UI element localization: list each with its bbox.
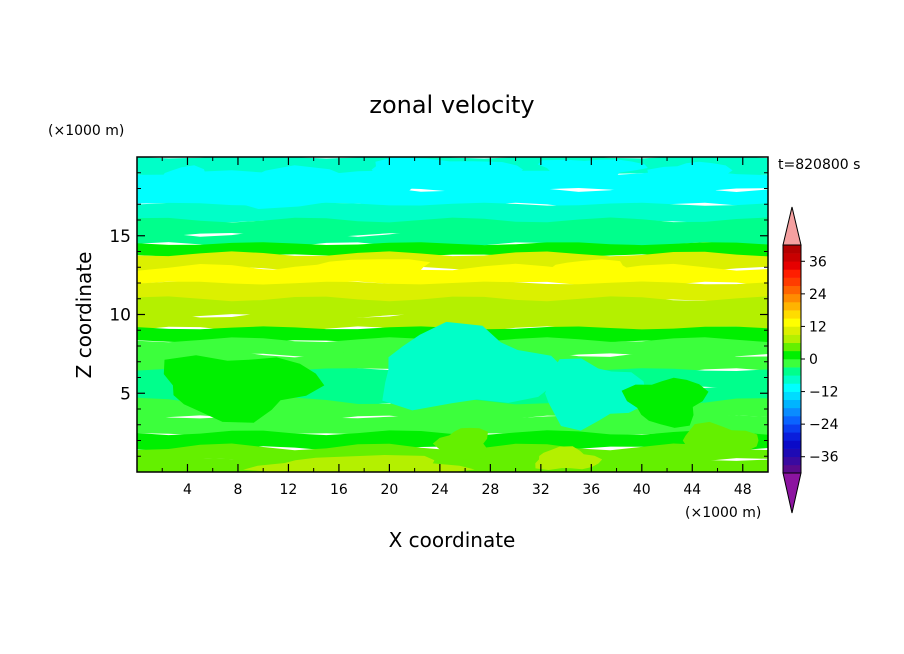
colorbar-swatch (783, 269, 801, 278)
colorbar-swatch (783, 334, 801, 344)
x-tick-label: 36 (582, 482, 600, 498)
x-tick-label: 12 (280, 482, 298, 498)
x-tick-label: 28 (481, 482, 499, 498)
colorbar-tick-label: 0 (809, 352, 818, 368)
contour-patch (235, 165, 412, 209)
colorbar-swatch (783, 293, 801, 303)
colorbar-swatch (783, 407, 801, 417)
colorbar-swatch (783, 359, 801, 368)
x-tick-label: 24 (431, 482, 449, 498)
colorbar-swatch (783, 424, 801, 433)
colorbar-tick-label: 12 (809, 319, 827, 335)
y-tick-label: 10 (109, 306, 131, 326)
contour-patch (682, 421, 759, 458)
colorbar-over-arrow (782, 206, 802, 246)
contour-patch (371, 157, 523, 184)
contour-patch (152, 165, 223, 193)
contour-patch (647, 161, 733, 192)
contour-patch (537, 159, 648, 180)
colorbar-swatch (783, 391, 801, 401)
colorbar-under-arrow (782, 472, 802, 514)
colorbar: 36 24 12 0 −12 −24 −36 (782, 206, 839, 514)
x-tick-label: 32 (532, 482, 550, 498)
x-tick-label: 16 (330, 482, 348, 498)
contour-patch (269, 259, 438, 282)
contour-patch (545, 358, 646, 431)
colorbar-swatch (783, 310, 801, 319)
contour-patch (535, 446, 603, 470)
y-axis: 5 10 15 (109, 172, 768, 457)
colorbar-swatch (783, 383, 801, 392)
colorbar-swatch (783, 367, 801, 376)
colorbar-tick-label: 36 (809, 254, 827, 270)
colorbar-swatch (783, 464, 801, 474)
y-unit-label: (×1000 m) (48, 123, 124, 139)
colorbar-swatch (783, 326, 801, 335)
x-tick-label: 4 (183, 482, 192, 498)
x-tick-label: 40 (633, 482, 651, 498)
colorbar-swatch (783, 253, 801, 262)
contour-patch (432, 427, 488, 460)
y-tick-label: 15 (109, 227, 131, 247)
colorbar-tick-label: −12 (809, 385, 839, 401)
contour-band (137, 415, 768, 437)
time-label: t=820800 s (778, 157, 860, 173)
y-axis-label: Z coordinate (72, 252, 96, 379)
x-tick-label: 48 (734, 482, 752, 498)
x-tick-label: 8 (233, 482, 242, 498)
contour-patch (163, 355, 325, 423)
colorbar-swatch (783, 277, 801, 287)
colorbar-swatch (783, 302, 801, 311)
colorbar-tick-label: −24 (809, 417, 839, 433)
colorbar-swatch (783, 432, 801, 441)
colorbar-swatch (783, 399, 801, 409)
y-tick-label: 5 (120, 384, 131, 404)
colorbar-swatch (783, 416, 801, 425)
colorbar-swatch (783, 318, 801, 327)
colorbar-tick-label: −36 (809, 450, 839, 466)
contour-patch (621, 377, 709, 428)
x-axis: 4 8 12 16 20 24 28 32 36 40 44 48 (161, 157, 752, 498)
colorbar-swatch (783, 342, 801, 352)
x-axis-label: X coordinate (389, 528, 516, 552)
colorbar-swatch (783, 350, 801, 360)
contour-fill (137, 157, 768, 472)
x-tick-label: 44 (683, 482, 701, 498)
x-unit-label: (×1000 m) (685, 505, 761, 521)
x-tick-label: 20 (380, 482, 398, 498)
colorbar-swatch (783, 285, 801, 295)
colorbar-tick-label: 24 (809, 287, 827, 303)
colorbar-swatch (783, 375, 801, 384)
colorbar-swatch (783, 448, 801, 458)
colorbar-swatch (783, 440, 801, 449)
contour-band (137, 242, 768, 258)
contour-patch (532, 259, 647, 280)
colorbar-swatch (783, 456, 801, 466)
contour-patch (243, 455, 475, 472)
colorbar-swatch (783, 261, 801, 270)
chart-title: zonal velocity (369, 91, 534, 119)
colorbar-swatch (783, 245, 801, 254)
contour-patch (382, 321, 566, 411)
